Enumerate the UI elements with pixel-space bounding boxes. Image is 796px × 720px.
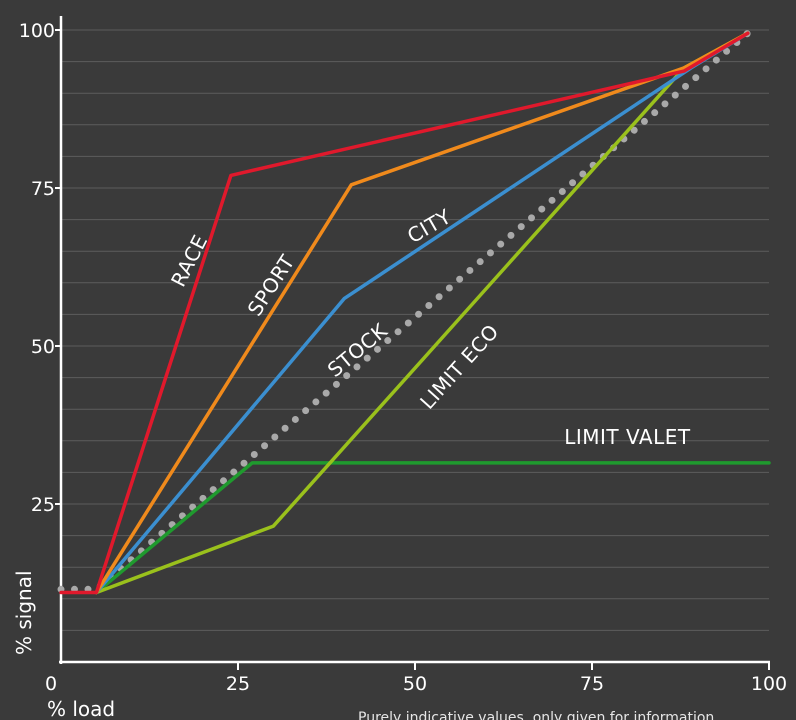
x-tick-label: 100 bbox=[751, 673, 787, 695]
y-tick-label: 75 bbox=[31, 178, 55, 200]
x-axis-title: % load bbox=[47, 697, 115, 720]
series-label-race: RACE bbox=[166, 231, 212, 291]
x-tick-label: 0 bbox=[45, 673, 57, 695]
x-tick-label: 25 bbox=[226, 673, 250, 695]
y-tick-label: 100 bbox=[19, 20, 55, 42]
series-group bbox=[57, 29, 771, 595]
series-line-stock bbox=[57, 29, 752, 593]
y-axis-title: % signal bbox=[12, 570, 36, 655]
series-label-limit-eco: LIMIT ECO bbox=[415, 319, 504, 414]
x-ticks: 0 25 50 75 100 bbox=[45, 662, 787, 695]
series-line-limit-valet bbox=[94, 461, 771, 595]
grid bbox=[61, 29, 769, 631]
y-tick-label: 25 bbox=[31, 494, 55, 516]
y-tick-label: 50 bbox=[31, 336, 55, 358]
series-line-race bbox=[59, 31, 750, 595]
x-tick-label: 50 bbox=[403, 673, 427, 695]
info-note: Purely indicative values, only given for… bbox=[358, 710, 714, 720]
series-label-limit-valet: LIMIT VALET bbox=[564, 425, 691, 449]
x-tick-label: 75 bbox=[580, 673, 604, 695]
y-ticks: 25 50 75 100 bbox=[19, 20, 61, 516]
series-label-stock: STOCK bbox=[323, 318, 393, 382]
